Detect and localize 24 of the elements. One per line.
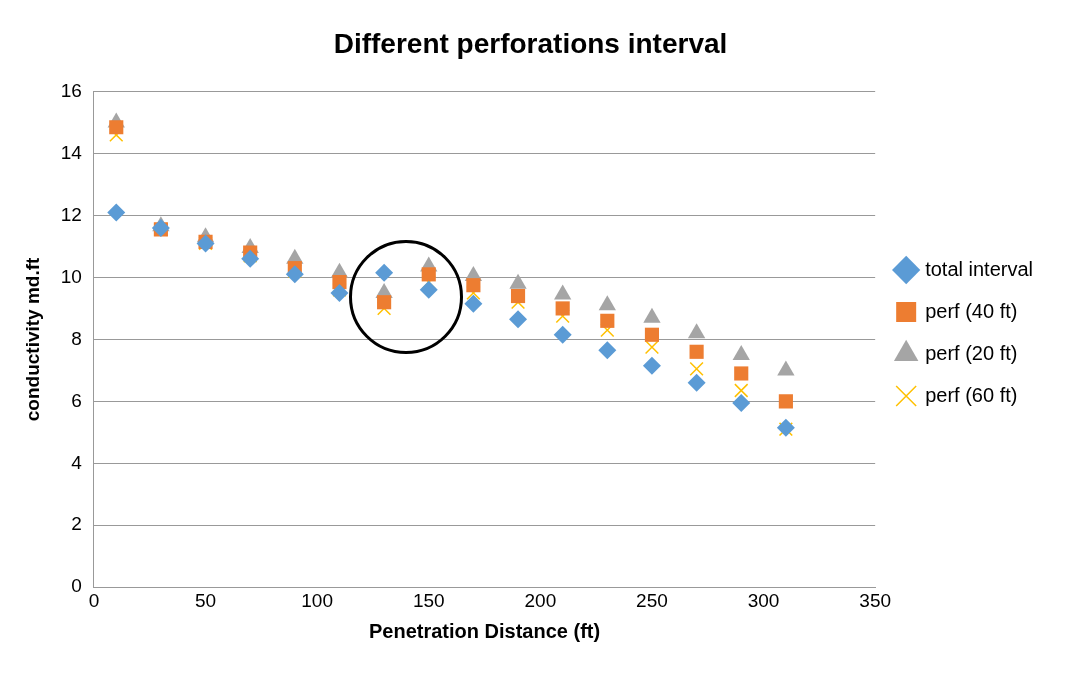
- x-tick-label: 50: [194, 589, 217, 611]
- y-tick-label: 16: [60, 79, 82, 101]
- x-tick-label: 250: [636, 589, 668, 611]
- y-tick-label: 10: [60, 265, 82, 287]
- y-tick-label: 4: [71, 451, 83, 473]
- y-tick-label: 6: [71, 389, 82, 411]
- y-tick-label: 2: [71, 513, 82, 535]
- x-tick-label: 350: [859, 589, 892, 611]
- y-tick-label: 14: [60, 141, 83, 163]
- x-axis-title: Penetration Distance (ft): [368, 619, 601, 642]
- x-tick-label: 100: [301, 589, 333, 611]
- y-tick-label: 0: [71, 575, 82, 597]
- legend-label: total interval: [925, 257, 1034, 280]
- x-tick-label: 0: [88, 589, 100, 611]
- y-tick-label: 8: [71, 327, 82, 349]
- legend-label: perf (20 ft): [925, 341, 1018, 364]
- x-tick-label: 300: [747, 589, 780, 611]
- chart-title: Different perforations interval: [333, 27, 728, 59]
- y-tick-label: 12: [60, 203, 82, 225]
- legend-label: perf (40 ft): [925, 299, 1018, 322]
- legend-label: perf (60 ft): [925, 383, 1018, 406]
- x-tick-label: 200: [524, 589, 557, 611]
- x-tick-label: 150: [412, 589, 445, 611]
- y-axis-title: conductivity md.ft: [21, 256, 43, 422]
